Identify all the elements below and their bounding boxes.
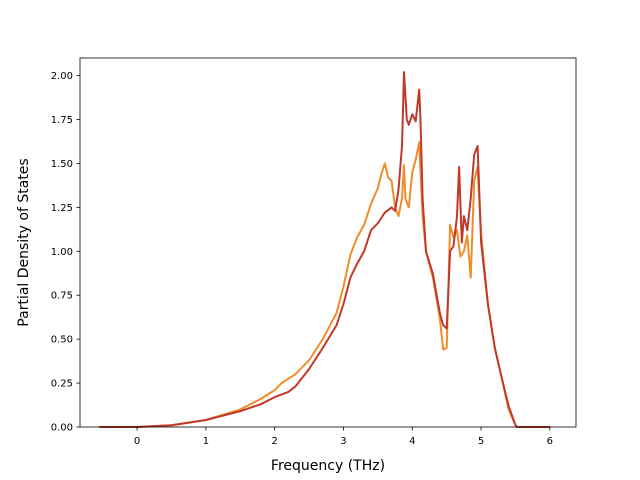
- x-tick-label: 3: [340, 436, 346, 447]
- x-tick-label: 2: [271, 436, 277, 447]
- x-axis-ticks: 0 1 2 3 4 5 6: [134, 427, 553, 447]
- y-axis-ticks: 0.00 0.25 0.50 0.75 1.00 1.25 1.50 1.75 2.00: [51, 71, 80, 434]
- x-tick-label: 0: [134, 436, 140, 447]
- plot-frame: [79, 57, 577, 428]
- y-axis-label: Partial Density of States: [16, 158, 32, 326]
- y-tick-label: 0.00: [51, 423, 73, 434]
- y-tick-label: 0.50: [51, 335, 73, 346]
- x-tick-label: 5: [478, 436, 484, 447]
- x-tick-label: 6: [547, 436, 553, 447]
- series-line-1: [99, 141, 550, 428]
- y-tick-label: 1.00: [51, 247, 73, 258]
- y-tick-label: 1.50: [51, 159, 73, 170]
- x-tick-label: 4: [409, 436, 415, 447]
- y-tick-label: 1.75: [51, 115, 73, 126]
- x-axis-label: Frequency (THz): [271, 458, 385, 474]
- plot-lines: [99, 71, 550, 428]
- y-tick-label: 0.75: [51, 291, 73, 302]
- series-line-2: [99, 71, 550, 428]
- y-tick-label: 0.25: [51, 379, 73, 390]
- x-tick-label: 1: [203, 436, 209, 447]
- y-tick-label: 1.25: [51, 203, 73, 214]
- y-tick-label: 2.00: [51, 71, 73, 82]
